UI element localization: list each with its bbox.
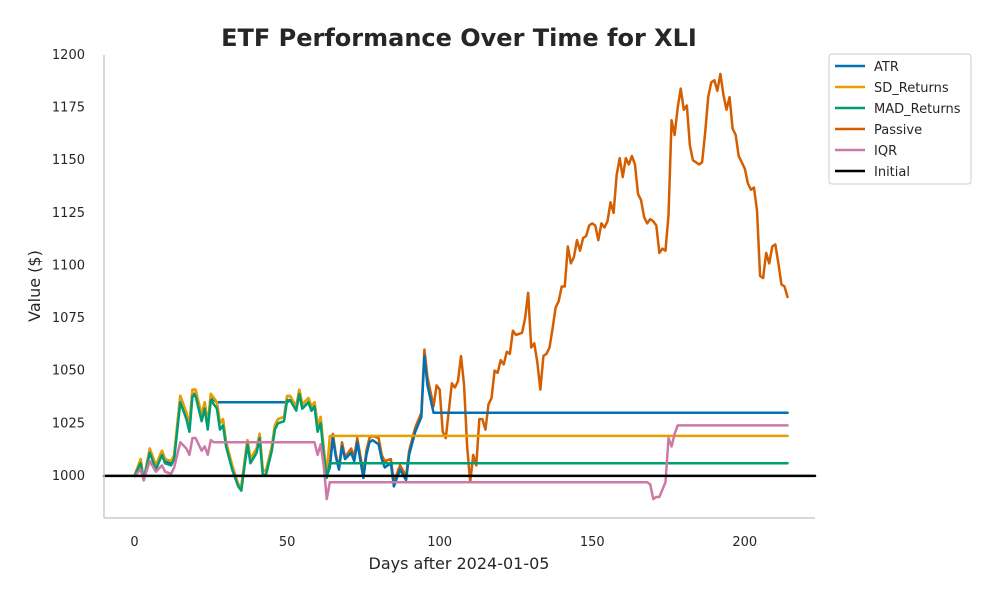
x-tick-label: 150 (580, 535, 605, 550)
x-axis-label: Days after 2024-01-05 (369, 554, 550, 573)
x-tick-label: 200 (732, 535, 757, 550)
x-tick-label: 100 (427, 535, 452, 550)
y-tick-label: 1150 (52, 153, 85, 168)
legend-label: ATR (874, 60, 899, 75)
y-tick-label: 1075 (52, 311, 85, 326)
legend-label: Passive (874, 123, 922, 138)
y-tick-label: 1100 (52, 258, 85, 273)
x-axis-ticks: 0 50 100 150 200 (130, 535, 757, 550)
legend-label: MAD_Returns (874, 102, 961, 117)
chart-title: ETF Performance Over Time for XLI (221, 24, 697, 52)
legend-label: IQR (874, 144, 897, 159)
y-axis-ticks: 1000 1025 1050 1075 1100 1125 1150 1175 1200 (52, 48, 85, 484)
plot-area: 0 50 100 150 200 1000 1025 1050 1075 1100 1125 115… (52, 48, 817, 550)
legend-label: Initial (874, 165, 910, 180)
x-tick-label: 0 (130, 535, 138, 550)
x-tick-label: 50 (279, 535, 296, 550)
series-layer (102, 72, 817, 501)
y-axis-label: Value ($) (25, 250, 44, 322)
legend-label: SD_Returns (874, 81, 949, 96)
y-tick-label: 1125 (52, 206, 85, 221)
y-tick-label: 1000 (52, 469, 85, 484)
y-tick-label: 1175 (52, 101, 85, 116)
y-tick-label: 1050 (52, 364, 85, 379)
series-line-mad-returns (133, 392, 789, 492)
legend: ATR SD_Returns MAD_Returns Passive IQR Initia… (828, 53, 972, 185)
y-tick-label: 1025 (52, 416, 85, 431)
y-tick-label: 1200 (52, 48, 85, 63)
series-line-iqr (133, 424, 789, 501)
